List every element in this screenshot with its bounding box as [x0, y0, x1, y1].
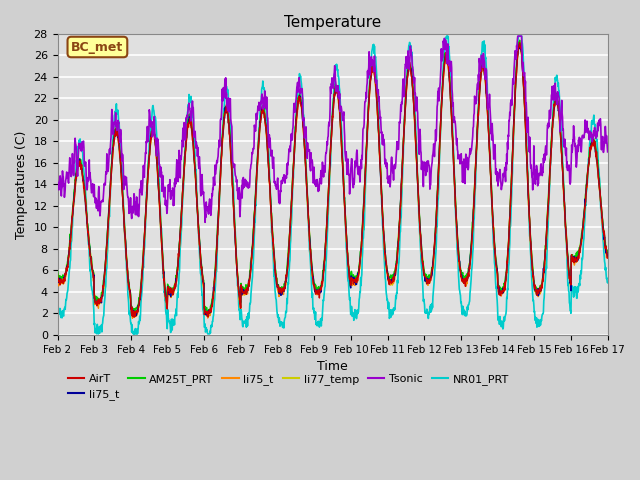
Text: BC_met: BC_met	[71, 40, 124, 53]
X-axis label: Time: Time	[317, 360, 348, 373]
Title: Temperature: Temperature	[284, 15, 381, 30]
Y-axis label: Temperatures (C): Temperatures (C)	[15, 130, 28, 239]
Legend: AirT, li75_t, AM25T_PRT, li75_t, li77_temp, Tsonic, NR01_PRT: AirT, li75_t, AM25T_PRT, li75_t, li77_te…	[63, 369, 513, 405]
